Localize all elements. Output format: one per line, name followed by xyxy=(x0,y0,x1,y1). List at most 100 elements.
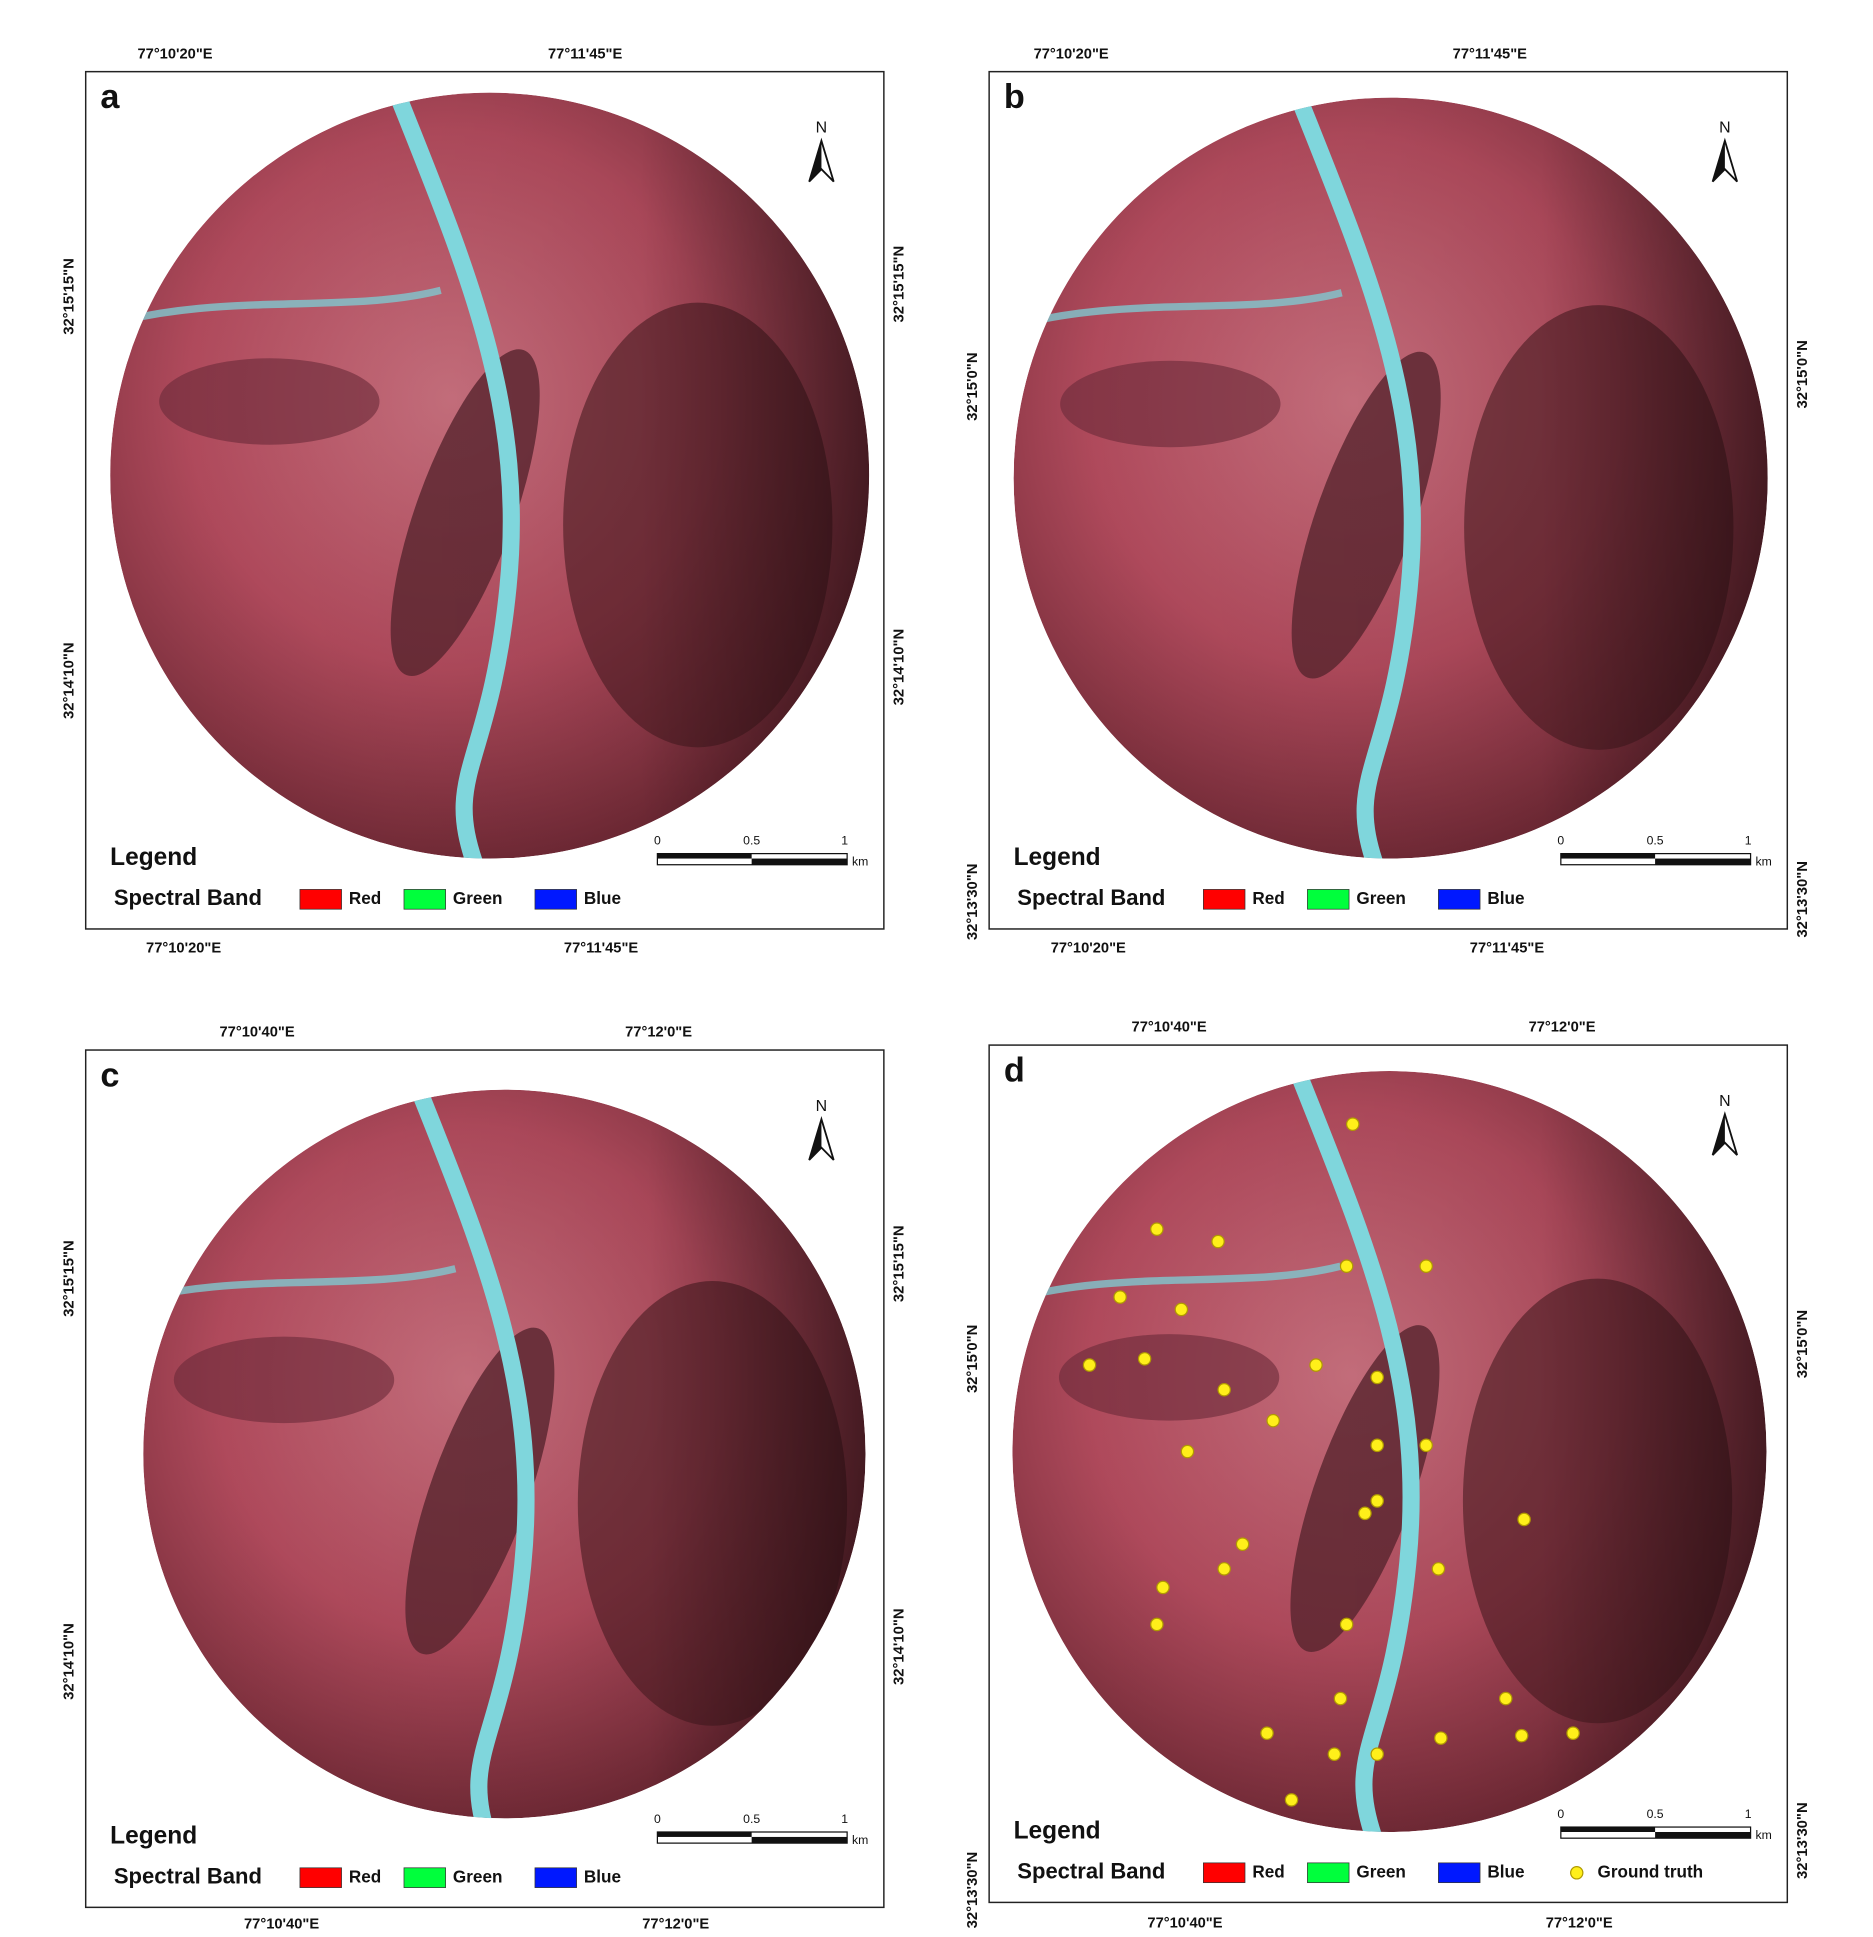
legend-swatch xyxy=(403,889,446,910)
panel-letter: b xyxy=(1004,78,1025,116)
map-panel: a N 77°10'20"E 77°11'45"E 77°10'20"E 77°11'45… xyxy=(62,46,908,956)
legend-label: Blue xyxy=(584,1866,621,1886)
legend-swatch xyxy=(299,1867,342,1888)
map-frame xyxy=(84,1049,885,1909)
scale-unit: km xyxy=(1755,854,1771,868)
legend-band-label: Spectral Band xyxy=(1017,1859,1165,1884)
river xyxy=(383,92,520,859)
scale-label: 0 xyxy=(1557,833,1564,847)
legend-label: Blue xyxy=(1487,888,1524,908)
scale-label: 1 xyxy=(1745,833,1752,847)
latitude-label: 32°14'10"N xyxy=(62,642,78,719)
longitude-label: 77°10'20"E xyxy=(1034,46,1109,62)
ground-truth-point xyxy=(1339,1259,1354,1274)
legend-marker xyxy=(1570,1865,1584,1880)
ground-truth-point xyxy=(1345,1117,1360,1131)
ground-truth-point xyxy=(1358,1506,1372,1521)
ground-truth-point xyxy=(1517,1512,1531,1527)
longitude-label: 77°10'40"E xyxy=(1132,1020,1207,1036)
scale-bar-fill xyxy=(1560,853,1656,859)
ground-truth-point xyxy=(1370,1747,1384,1761)
longitude-label: 77°11'45"E xyxy=(548,46,622,62)
ground-truth-point xyxy=(1419,1438,1433,1453)
map-frame xyxy=(84,70,885,930)
ground-truth-point xyxy=(1499,1691,1513,1706)
latitude-label: 32°15'0"N xyxy=(1795,1310,1811,1378)
scale-label: 0 xyxy=(654,1812,661,1826)
longitude-label: 77°10'20"E xyxy=(146,941,221,957)
legend-title: Legend xyxy=(1014,844,1101,871)
legend-band-label: Spectral Band xyxy=(1017,885,1165,910)
legend-swatch xyxy=(1307,889,1350,910)
north-arrow-half xyxy=(1712,140,1725,182)
latitude-label: 32°13'30"N xyxy=(965,863,981,940)
ground-truth-point xyxy=(1174,1302,1189,1317)
ground-truth-point xyxy=(1434,1731,1448,1745)
ground-truth-point xyxy=(1419,1259,1433,1274)
legend-swatch xyxy=(1203,1862,1246,1884)
scale-label: 0.5 xyxy=(743,833,760,847)
scale-bar-fill xyxy=(751,858,848,865)
satellite-image xyxy=(1013,97,1768,859)
legend-swatch xyxy=(1307,1862,1350,1884)
shade xyxy=(143,1089,866,1819)
ground-truth-point xyxy=(1370,1370,1384,1385)
ground-truth-point xyxy=(1370,1494,1384,1508)
map-frame xyxy=(988,70,1789,930)
scale-label: 0 xyxy=(654,833,661,847)
latitude-label: 32°14'10"N xyxy=(62,1623,78,1700)
ground-truth-point xyxy=(1566,1726,1580,1740)
satellite-image xyxy=(1012,1071,1767,1832)
legend-label: Green xyxy=(1356,1861,1406,1881)
map-panel: c N 77°10'40"E 77°12'0"E 77°10'40"E 77°12'0"E… xyxy=(62,1025,908,1933)
latitude-label: 32°15'15"N xyxy=(892,246,908,323)
river xyxy=(398,1089,535,1819)
scale-label: 1 xyxy=(841,833,848,847)
scale-unit: km xyxy=(852,1833,868,1847)
legend-swatch xyxy=(1438,1862,1481,1884)
north-arrow-half xyxy=(809,1119,822,1160)
legend-swatch xyxy=(534,889,577,910)
scale-unit: km xyxy=(852,854,868,868)
legend-label: Blue xyxy=(584,888,621,908)
scale-label: 0 xyxy=(1557,1807,1564,1821)
map-panel: b N 77°10'20"E 77°11'45"E 77°10'20"E 77°11'45… xyxy=(965,46,1811,956)
legend-swatch xyxy=(403,1867,446,1888)
legend-band-label: Spectral Band xyxy=(114,885,262,910)
ground-truth-point xyxy=(1137,1352,1152,1366)
latitude-label: 32°15'15"N xyxy=(62,258,78,335)
map-frame xyxy=(988,1044,1789,1904)
shade xyxy=(110,92,870,859)
ground-truth-point xyxy=(1260,1726,1274,1740)
legend-label: Red xyxy=(349,1866,381,1886)
longitude-label: 77°10'40"E xyxy=(244,1917,319,1933)
legend-band-label: Spectral Band xyxy=(114,1863,262,1888)
legend-label: Red xyxy=(349,888,381,908)
north-label: N xyxy=(816,1098,827,1115)
legend-swatch xyxy=(534,1867,577,1888)
legend-label: Red xyxy=(1252,1861,1284,1881)
scale-unit: km xyxy=(1755,1828,1771,1842)
panel-letter: c xyxy=(100,1056,119,1094)
scale-bar-fill xyxy=(1560,1827,1656,1832)
scale-label: 1 xyxy=(1745,1807,1752,1821)
latitude-label: 32°13'30"N xyxy=(1795,861,1811,938)
ground-truth-point xyxy=(1339,1617,1354,1632)
latitude-label: 32°15'0"N xyxy=(965,1325,981,1393)
scale-bar-fill xyxy=(751,1836,848,1844)
legend-title: Legend xyxy=(1014,1817,1101,1844)
shade xyxy=(1012,1071,1767,1832)
scale-label: 0.5 xyxy=(743,1812,760,1826)
latitude-label: 32°14'10"N xyxy=(892,629,908,706)
ground-truth-point xyxy=(1156,1580,1170,1595)
longitude-label: 77°12'0"E xyxy=(1529,1020,1596,1036)
ground-truth-point xyxy=(1150,1617,1164,1632)
north-label: N xyxy=(1719,1093,1730,1110)
ground-truth-point xyxy=(1211,1234,1225,1249)
ground-truth-point xyxy=(1180,1444,1195,1459)
ground-truth-point xyxy=(1113,1290,1127,1304)
scale-bar-fill xyxy=(657,853,752,859)
ground-truth-point xyxy=(1431,1562,1446,1576)
legend-label: Blue xyxy=(1487,1861,1524,1881)
